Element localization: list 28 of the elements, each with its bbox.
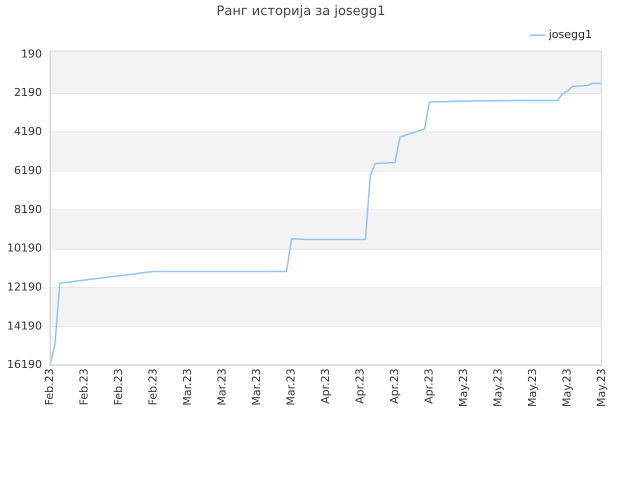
x-tick-label: Feb.23	[112, 368, 125, 406]
x-tick-label: May.23	[594, 368, 608, 408]
x-tick-label: Mar.23	[180, 368, 194, 406]
y-tick-label: 8190	[14, 202, 42, 216]
y-tick-label: 6190	[14, 164, 42, 177]
x-tick-label: Apr.23	[422, 368, 436, 404]
legend-label: josegg1	[548, 28, 592, 41]
x-tick-label: May.23	[456, 368, 470, 408]
x-tick-label: Apr.23	[318, 368, 332, 404]
y-tick-label: 4190	[14, 125, 42, 138]
y-tick-label: 16190	[7, 358, 42, 372]
x-tick-label: Mar.23	[284, 368, 298, 406]
x-tick-label: Apr.23	[388, 368, 401, 404]
chart-title: Ранг историја за josegg1	[216, 4, 386, 20]
y-tick-label: 190	[21, 47, 42, 60]
x-tick-label: Feb.23	[42, 368, 56, 406]
y-tick-label: 2190	[14, 86, 42, 100]
y-tick-label: 10190	[7, 242, 42, 255]
y-tick-label: 14190	[7, 319, 42, 332]
y-tick-label: 12190	[7, 280, 42, 294]
x-tick-label: Feb.23	[146, 368, 160, 406]
x-tick-label: May.23	[491, 368, 504, 408]
x-tick-label: May.23	[526, 368, 539, 408]
x-tick-label: May.23	[560, 368, 574, 408]
x-tick-label: Apr.23	[353, 368, 366, 404]
x-tick-label: Feb.23	[77, 368, 90, 406]
x-tick-label: Mar.23	[215, 368, 228, 406]
x-tick-label: Mar.23	[250, 368, 263, 406]
